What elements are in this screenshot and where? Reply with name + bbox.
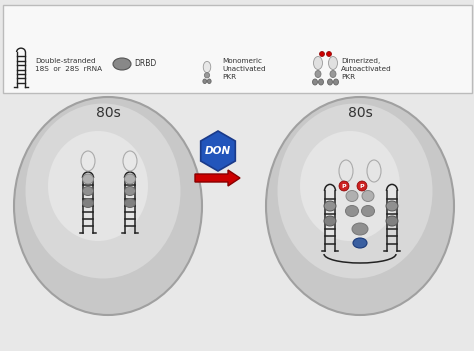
Ellipse shape — [328, 79, 332, 85]
Ellipse shape — [328, 57, 337, 69]
Text: 80s: 80s — [96, 106, 120, 120]
Ellipse shape — [203, 61, 211, 73]
Ellipse shape — [26, 104, 181, 278]
Ellipse shape — [125, 186, 136, 196]
Ellipse shape — [81, 151, 95, 171]
Ellipse shape — [334, 79, 338, 85]
Ellipse shape — [346, 191, 358, 201]
Ellipse shape — [82, 186, 93, 196]
Text: P: P — [360, 184, 365, 188]
Text: P: P — [342, 184, 346, 188]
Ellipse shape — [386, 201, 398, 211]
Text: DON: DON — [205, 146, 231, 156]
Ellipse shape — [266, 97, 454, 315]
Ellipse shape — [324, 201, 336, 211]
Ellipse shape — [207, 79, 211, 84]
Text: DRBD: DRBD — [134, 60, 156, 68]
Ellipse shape — [204, 73, 210, 78]
Ellipse shape — [312, 79, 318, 85]
Text: Monomeric
Unactivated
PKR: Monomeric Unactivated PKR — [222, 58, 265, 80]
FancyArrow shape — [195, 170, 240, 186]
Ellipse shape — [125, 199, 136, 207]
Ellipse shape — [313, 57, 322, 69]
Ellipse shape — [327, 52, 331, 57]
Ellipse shape — [123, 151, 137, 171]
FancyBboxPatch shape — [3, 5, 472, 93]
Text: Dimerized,
Autoactivated
PKR: Dimerized, Autoactivated PKR — [341, 58, 392, 80]
Ellipse shape — [82, 174, 93, 184]
Ellipse shape — [14, 97, 202, 315]
Ellipse shape — [125, 174, 136, 184]
Ellipse shape — [346, 205, 358, 217]
Text: Double-stranded
18S  or  28S  rRNA: Double-stranded 18S or 28S rRNA — [35, 58, 102, 72]
Ellipse shape — [324, 216, 336, 226]
Ellipse shape — [300, 131, 400, 241]
Ellipse shape — [367, 160, 381, 182]
Ellipse shape — [352, 223, 368, 235]
Ellipse shape — [353, 238, 367, 248]
Ellipse shape — [48, 131, 148, 241]
Circle shape — [339, 181, 349, 191]
Ellipse shape — [203, 79, 207, 84]
Ellipse shape — [277, 104, 432, 278]
Ellipse shape — [362, 205, 374, 217]
Ellipse shape — [82, 199, 93, 207]
Bar — [0, 93, 474, 351]
Ellipse shape — [386, 216, 398, 226]
Ellipse shape — [319, 79, 323, 85]
Ellipse shape — [339, 160, 353, 182]
Ellipse shape — [319, 52, 325, 57]
Ellipse shape — [362, 191, 374, 201]
Ellipse shape — [113, 58, 131, 70]
Text: 80s: 80s — [347, 106, 373, 120]
Ellipse shape — [315, 71, 321, 78]
Polygon shape — [201, 131, 235, 171]
Ellipse shape — [330, 71, 336, 78]
Circle shape — [357, 181, 367, 191]
